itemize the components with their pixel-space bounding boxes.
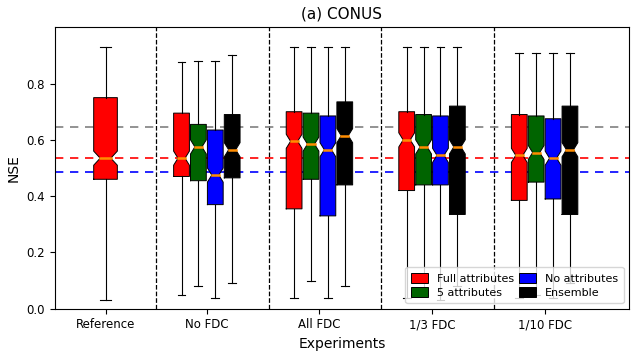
- Polygon shape: [562, 106, 578, 214]
- Polygon shape: [191, 124, 206, 181]
- Polygon shape: [207, 130, 223, 205]
- Polygon shape: [529, 116, 544, 182]
- Polygon shape: [399, 112, 415, 190]
- Polygon shape: [511, 115, 527, 200]
- X-axis label: Experiments: Experiments: [298, 337, 385, 351]
- Title: (a) CONUS: (a) CONUS: [301, 7, 382, 22]
- Polygon shape: [286, 112, 302, 209]
- Polygon shape: [337, 102, 352, 185]
- Polygon shape: [450, 106, 466, 214]
- Legend: Full attributes, 5 attributes, No attributes, Ensemble: Full attributes, 5 attributes, No attrib…: [406, 267, 623, 303]
- Polygon shape: [320, 116, 336, 216]
- Polygon shape: [432, 116, 448, 185]
- Y-axis label: NSE: NSE: [7, 154, 21, 182]
- Polygon shape: [303, 113, 319, 179]
- Polygon shape: [545, 119, 561, 199]
- Polygon shape: [93, 98, 117, 179]
- Polygon shape: [416, 115, 431, 185]
- Polygon shape: [174, 113, 190, 176]
- Polygon shape: [225, 115, 240, 178]
